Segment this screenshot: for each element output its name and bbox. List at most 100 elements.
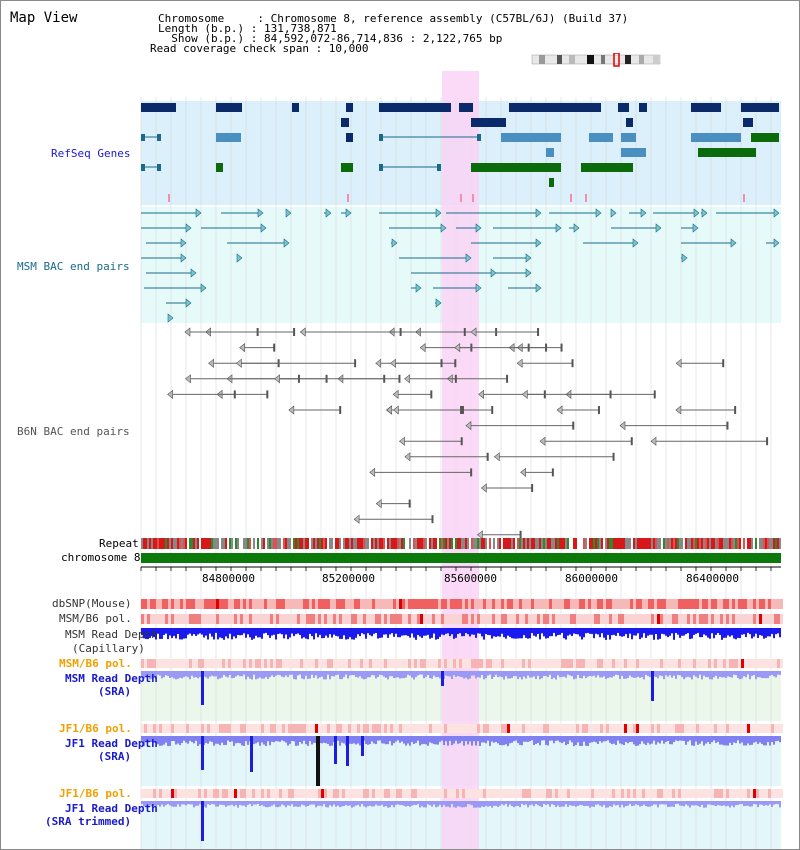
depth-bar (357, 736, 359, 744)
depth-bar (709, 628, 711, 639)
repeat-element (165, 538, 167, 549)
heat-cell (726, 599, 729, 609)
depth-bar (167, 801, 169, 804)
heat-cell (141, 614, 144, 624)
repeat-element (605, 538, 607, 549)
depth-bar (179, 671, 181, 678)
heat-cell (351, 614, 354, 624)
depth-bar (293, 736, 295, 742)
depth-bar (345, 671, 347, 675)
chromosome-ideogram[interactable] (529, 53, 664, 67)
heat-cell (654, 659, 657, 668)
repeat-element (591, 538, 593, 549)
b6n-end-marker (726, 421, 729, 430)
heat-cell (249, 599, 252, 609)
depth-bar (221, 736, 223, 743)
gene-marker (347, 194, 349, 202)
depth-bar (457, 736, 459, 744)
repeat-element (715, 538, 717, 549)
depth-bar (779, 801, 781, 808)
heat-cell (549, 789, 552, 798)
heat-cell (180, 599, 183, 609)
heat-cell (327, 659, 330, 668)
b6n-end-marker (537, 328, 540, 336)
depth-bar (687, 736, 689, 742)
depth-bar (605, 628, 607, 640)
heat-cell (726, 789, 729, 798)
depth-bar (635, 736, 637, 746)
heat-cell (147, 659, 150, 668)
depth-bar (779, 628, 781, 638)
depth-bar (215, 736, 217, 744)
heat-cell (255, 724, 258, 733)
depth-bar (393, 628, 395, 637)
heat-cell (375, 659, 378, 668)
depth-bar (565, 801, 567, 805)
heat-cell (552, 614, 555, 624)
heat-cell (618, 659, 621, 668)
depth-bar (157, 628, 159, 634)
heat-cell (774, 789, 777, 798)
bac-end-marker (325, 208, 332, 218)
repeat-element (361, 538, 363, 549)
b6n-end-marker (571, 359, 574, 368)
heat-cell (411, 614, 414, 624)
heat-cell (663, 659, 666, 668)
depth-bar (503, 671, 505, 680)
depth-bar (589, 801, 591, 808)
depth-bar (597, 628, 599, 635)
heat-cell (303, 659, 306, 668)
depth-bar (745, 736, 747, 746)
heat-cell (327, 724, 330, 733)
depth-bar (239, 801, 241, 805)
heat-cell (480, 599, 483, 609)
depth-bar (427, 671, 429, 676)
depth-bar (545, 671, 547, 677)
depth-bar (541, 801, 543, 808)
repeat-element (389, 538, 391, 549)
heat-cell (549, 659, 552, 668)
heat-cell (429, 599, 432, 609)
repeat-element (187, 538, 189, 549)
depth-bar (429, 801, 431, 806)
depth-bar (557, 628, 559, 636)
heat-cell (489, 599, 492, 609)
depth-bar (289, 671, 291, 675)
heat-cell (279, 614, 282, 624)
heat-cell (546, 599, 549, 609)
heat-cell (450, 599, 453, 609)
depth-bar (311, 736, 313, 745)
depth-bar (565, 628, 567, 640)
depth-bar (165, 671, 167, 676)
heat-cell (483, 724, 486, 733)
depth-bar (323, 801, 325, 805)
depth-bar (229, 736, 231, 742)
heat-cell (585, 659, 588, 668)
depth-bar (679, 628, 681, 638)
depth-bar (445, 801, 447, 807)
depth-bar (267, 801, 269, 808)
heat-cell (489, 789, 492, 798)
heat-cell (318, 599, 321, 609)
depth-bar (747, 801, 749, 806)
heat-cell (246, 724, 249, 733)
depth-bar (525, 801, 527, 805)
repeat-element (343, 538, 345, 549)
heat-cell (537, 614, 540, 624)
repeat-element (541, 538, 543, 549)
depth-bar (303, 628, 305, 638)
repeat-element (649, 538, 651, 549)
depth-bar (341, 736, 343, 743)
heat-cell (744, 724, 747, 733)
depth-bar (149, 801, 151, 806)
heat-cell (384, 659, 387, 668)
heat-cell (273, 614, 276, 624)
heat-cell (435, 724, 438, 733)
bac-end-marker (435, 208, 442, 218)
heat-cell (771, 789, 774, 798)
depth-bar (307, 671, 309, 679)
depth-bar (365, 736, 367, 744)
depth-bar (153, 671, 155, 677)
depth-bar (325, 671, 327, 680)
